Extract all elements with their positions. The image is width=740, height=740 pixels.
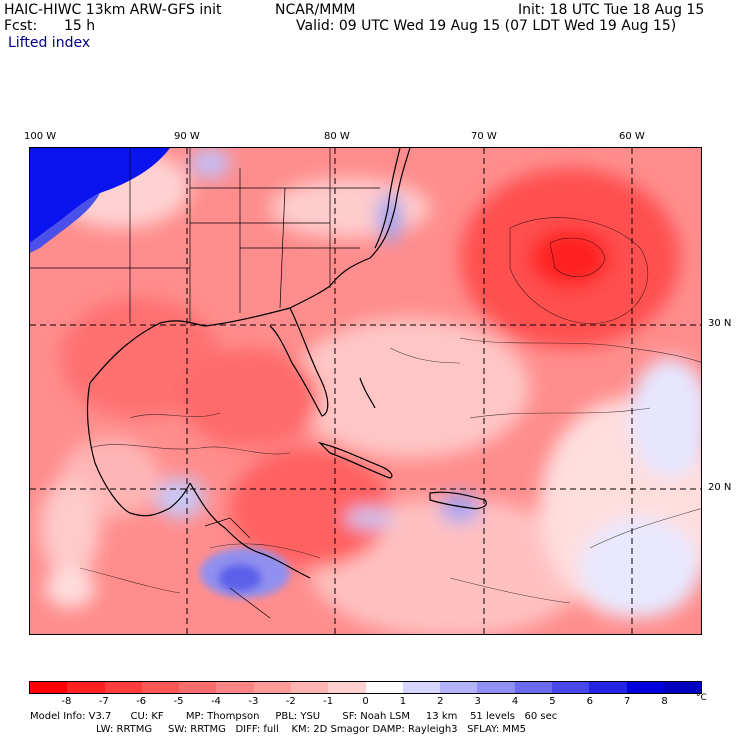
lat-label-20n: 20 N: [708, 482, 732, 493]
colorbar-tick-label: 5: [549, 696, 556, 707]
org-label: NCAR/MMM: [275, 2, 356, 18]
colorbar-segment: [141, 682, 180, 693]
colorbar-segment: [365, 682, 403, 693]
colorbar-tick-label: -7: [98, 696, 109, 707]
model-info-line1: Model Info: V3.7 CU: KF MP: Thompson PBL…: [30, 711, 558, 722]
colorbar-tick-label: 0: [362, 696, 369, 707]
colorbar-tick-label: -1: [323, 696, 334, 707]
colorbar-tick-label: 1: [399, 696, 407, 707]
forecast-hour: 15 h: [64, 18, 96, 34]
colorbar-tick-label: -6: [136, 696, 147, 707]
lon-label-90w: 90 W: [174, 131, 200, 142]
coastlines: [86, 148, 487, 579]
lon-label-100w: 100 W: [24, 131, 57, 142]
colorbar-tick-label: -3: [248, 696, 259, 707]
lat-lon-grid: [30, 148, 701, 634]
colorbar-segment: [179, 682, 217, 693]
colorbar-segment: [104, 682, 142, 693]
colorbar-tick-label: 7: [624, 696, 631, 707]
contour-lines: [79, 217, 701, 604]
colorbar-segment: [551, 682, 590, 693]
model-info-line2: LW: RRTMG SW: RRTMG DIFF: full KM: 2D Sm…: [96, 724, 526, 735]
lon-label-60w: 60 W: [619, 131, 645, 142]
lifted-index-map: [29, 147, 702, 635]
colorbar-tick-label: -4: [210, 696, 221, 707]
colorbar-tick-label: -2: [285, 696, 296, 707]
init-time: Init: 18 UTC Tue 18 Aug 15: [518, 2, 705, 18]
colorbar-tick-label: -5: [173, 696, 184, 707]
colorbar-segment: [253, 682, 291, 693]
lat-label-30n: 30 N: [708, 318, 732, 329]
colorbar-segment: [514, 682, 552, 693]
lon-label-70w: 70 W: [471, 131, 497, 142]
colorbar-segment: [626, 682, 664, 693]
political-borders: [30, 148, 380, 619]
colorbar-segment: [402, 682, 441, 693]
model-title: HAIC-HIWC 13km ARW-GFS init: [4, 2, 222, 18]
colorbar-segment: [216, 682, 254, 693]
colorbar-tick-label: 2: [437, 696, 444, 707]
blue-edge-northwest: [30, 193, 100, 253]
colorbar-segment: [440, 682, 478, 693]
lon-label-80w: 80 W: [324, 131, 350, 142]
colorbar-segment: [328, 682, 366, 693]
colorbar-tick-label: -8: [61, 696, 72, 707]
colorbar-segment: [663, 682, 702, 693]
colorbar-unit: °C: [696, 693, 707, 703]
colorbar-tick-label: 4: [511, 696, 519, 707]
colorbar-segment: [67, 682, 105, 693]
blue-patch-northwest: [30, 148, 170, 243]
colorbar-segment: [589, 682, 627, 693]
colorbar-tick-label: 6: [586, 696, 594, 707]
colorbar-tick-label: 8: [661, 696, 668, 707]
forecast-label: Fcst:: [4, 18, 38, 34]
map-canvas: [30, 148, 701, 634]
valid-time: Valid: 09 UTC Wed 19 Aug 15 (07 LDT Wed …: [296, 18, 677, 34]
colorbar-tick-label: 3: [474, 696, 481, 707]
field-name: Lifted index: [8, 35, 91, 51]
colorbar-segment: [290, 682, 329, 693]
colorbar: [29, 681, 702, 694]
blue-patch-central-america: [200, 548, 290, 598]
colorbar-segment: [30, 682, 68, 693]
colorbar-segment: [477, 682, 515, 693]
